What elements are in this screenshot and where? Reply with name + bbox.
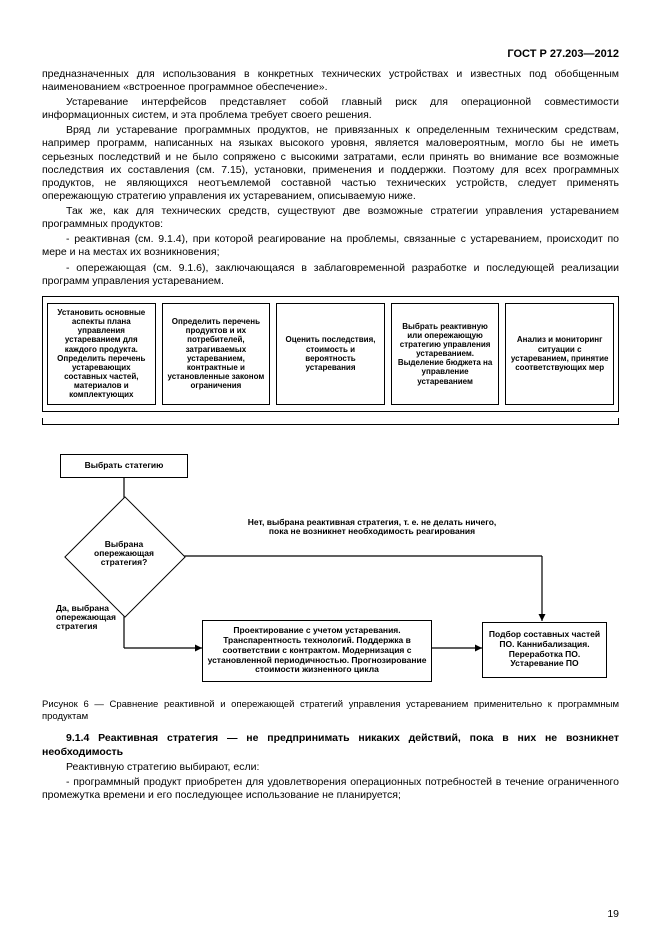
- step-box-5: Анализ и мониторинг ситуации с устареван…: [505, 303, 614, 405]
- paragraph: Реактивную стратегию выбирают, если:: [42, 761, 619, 774]
- paragraph: Так же, как для технических средств, сущ…: [42, 205, 619, 231]
- section-heading: 9.1.4 Реактивная стратегия — не предприн…: [42, 732, 619, 758]
- step-box-1: Установить основные аспекты плана управл…: [47, 303, 156, 405]
- figure-caption: Рисунок 6 — Сравнение реактивной и опере…: [42, 699, 619, 723]
- step-box-2: Определить перечень продуктов и их потре…: [162, 303, 271, 405]
- flow-no-label: Нет, выбрана реактивная стратегия, т. е.…: [242, 518, 502, 537]
- step-box-4: Выбрать реактивную или опережающую страт…: [391, 303, 500, 405]
- step-box-3: Оценить последствия, стоимость и вероятн…: [276, 303, 385, 405]
- steps-row: Установить основные аспекты плана управл…: [42, 296, 619, 412]
- flow-proactive-box: Проектирование с учетом устаревания. Тра…: [202, 620, 432, 682]
- brace-connector: [42, 418, 619, 432]
- list-item: - опережающая (см. 9.1.6), заключающаяся…: [42, 262, 619, 288]
- list-item: - реактивная (см. 9.1.4), при которой ре…: [42, 233, 619, 259]
- flow-reactive-box: Подбор составных частей ПО. Каннибализац…: [482, 622, 607, 678]
- flowchart: Выбрать статегию Выбрана опережающая стр…: [42, 436, 619, 691]
- flow-yes-label: Да, выбрана опережающая стратегия: [56, 604, 136, 632]
- flow-decision-label: Выбрана опережающая стратегия?: [74, 540, 174, 568]
- paragraph: Вряд ли устаревание программных продукто…: [42, 124, 619, 203]
- page: ГОСТ Р 27.203—2012 предназначенных для и…: [0, 0, 661, 935]
- page-number: 19: [607, 908, 619, 921]
- paragraph: Устаревание интерфейсов представляет соб…: [42, 96, 619, 122]
- paragraph: предназначенных для использования в конк…: [42, 68, 619, 94]
- list-item: - программный продукт приобретен для удо…: [42, 776, 619, 802]
- flow-start-box: Выбрать статегию: [60, 454, 188, 478]
- doc-code: ГОСТ Р 27.203—2012: [42, 48, 619, 62]
